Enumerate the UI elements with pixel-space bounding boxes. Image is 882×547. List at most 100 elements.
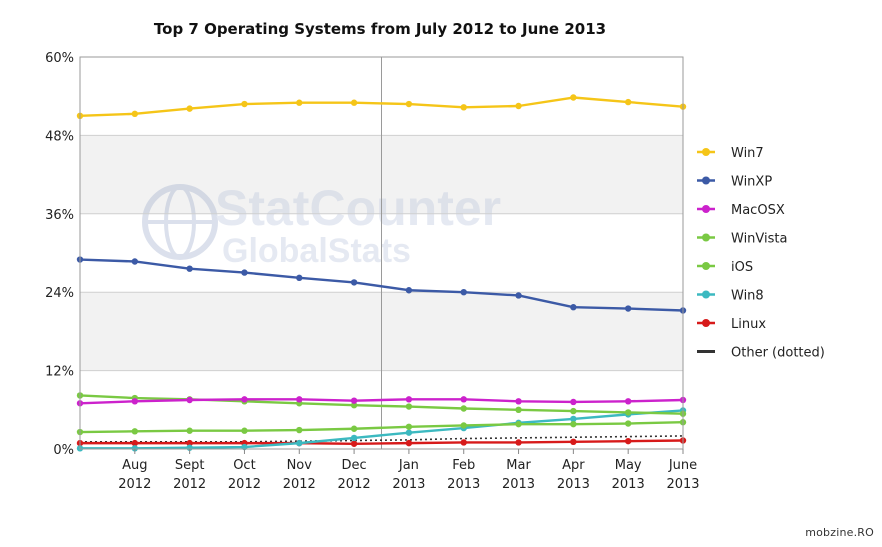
x-tick-month: Feb bbox=[452, 458, 475, 473]
chart-title: Top 7 Operating Systems from July 2012 t… bbox=[154, 20, 606, 38]
x-tick-month: Oct bbox=[233, 458, 255, 473]
globe-meridian bbox=[164, 185, 196, 259]
data-point-macosx bbox=[241, 396, 248, 403]
x-tick-month: Dec bbox=[342, 458, 367, 473]
data-point-win7 bbox=[186, 105, 193, 112]
data-point-win8 bbox=[131, 445, 139, 452]
data-point-win8 bbox=[570, 415, 577, 423]
legend-label: Linux bbox=[731, 317, 766, 332]
y-tick-label: 12% bbox=[45, 365, 74, 380]
y-tick-label: 48% bbox=[45, 129, 74, 144]
x-tick-month: May bbox=[615, 458, 642, 473]
data-point-macosx bbox=[515, 398, 522, 405]
data-point-winxp bbox=[405, 287, 413, 294]
legend-marker bbox=[702, 176, 710, 185]
data-point-linux bbox=[460, 439, 467, 446]
x-tick-year: 2013 bbox=[557, 477, 590, 492]
legend-label: WinVista bbox=[731, 232, 787, 247]
y-tick-label: 36% bbox=[45, 208, 74, 223]
x-tick-year: 2012 bbox=[118, 477, 151, 492]
data-point-win7 bbox=[624, 98, 632, 106]
x-tick-month: Apr bbox=[562, 458, 585, 473]
plot-frame bbox=[79, 56, 684, 450]
legend-label: MacOSX bbox=[731, 203, 785, 218]
data-point-ios bbox=[350, 425, 358, 432]
x-tick-year: 2012 bbox=[228, 477, 261, 492]
legend-marker bbox=[702, 319, 710, 327]
data-point-linux bbox=[570, 438, 577, 446]
data-point-win7 bbox=[460, 104, 467, 111]
data-point-ios bbox=[186, 427, 193, 434]
data-point-linux bbox=[186, 439, 193, 447]
data-point-winxp bbox=[186, 265, 193, 272]
data-point-win8 bbox=[296, 439, 303, 447]
x-tick-year: 2013 bbox=[502, 477, 535, 492]
data-point-linux bbox=[350, 440, 358, 447]
legend-label: Win8 bbox=[731, 289, 764, 304]
watermark-line1: StatCounter bbox=[215, 180, 501, 236]
data-point-winvista bbox=[350, 402, 358, 409]
data-point-winxp bbox=[241, 269, 248, 276]
data-point-macosx bbox=[131, 398, 139, 405]
legend-marker bbox=[702, 233, 710, 242]
data-point-macosx bbox=[570, 398, 577, 406]
x-tick-year: 2012 bbox=[173, 477, 206, 492]
series-line-other-dotted bbox=[80, 435, 684, 443]
x-tick-month: Aug bbox=[122, 458, 147, 473]
legend-marker bbox=[702, 290, 710, 299]
data-point-ios bbox=[405, 423, 413, 430]
series-line-win8 bbox=[80, 409, 684, 450]
x-tick-year: 2013 bbox=[447, 477, 480, 492]
data-point-ios bbox=[296, 426, 303, 434]
series-line-macosx bbox=[79, 398, 684, 405]
data-point-macosx bbox=[460, 396, 467, 403]
data-point-ios bbox=[570, 420, 577, 428]
credit-text: mobzine.RO bbox=[805, 526, 874, 539]
data-point-winvista bbox=[624, 409, 632, 416]
legend-label: Other (dotted) bbox=[731, 346, 825, 361]
data-point-winvista bbox=[460, 405, 467, 412]
series-line-winxp bbox=[79, 258, 684, 312]
data-point-win7 bbox=[515, 102, 522, 110]
data-point-win7 bbox=[131, 110, 139, 118]
data-point-macosx bbox=[296, 396, 303, 403]
axes: 0% 12% 24% 36% 48% 60% Aug 2012 Sept 2012 Oct 2012 N… bbox=[45, 51, 699, 492]
x-tick-year: 2012 bbox=[338, 477, 371, 492]
data-point-macosx bbox=[624, 398, 632, 405]
series-line-linux bbox=[80, 439, 684, 445]
data-point-ios bbox=[241, 427, 248, 434]
x-tick-month: June bbox=[668, 458, 697, 473]
legend-label: iOS bbox=[731, 260, 753, 275]
data-point-win7 bbox=[241, 100, 248, 108]
legend: Win7 WinXP MacOSX WinVista iOS Win8 Linux Other… bbox=[697, 146, 825, 361]
data-point-win7 bbox=[350, 99, 358, 106]
data-point-winxp bbox=[515, 292, 522, 299]
data-point-winxp bbox=[131, 258, 139, 265]
data-point-win8 bbox=[350, 434, 358, 442]
x-tick-month: Jan bbox=[398, 458, 419, 473]
data-point-linux bbox=[515, 439, 522, 446]
x-tick-year: 2013 bbox=[612, 477, 645, 492]
data-point-winxp bbox=[296, 274, 303, 282]
data-point-winxp bbox=[624, 305, 632, 312]
series-line-ios bbox=[79, 421, 684, 434]
y-tick-label: 60% bbox=[45, 51, 74, 66]
data-point-ios bbox=[460, 422, 467, 429]
x-tick-year: 2012 bbox=[283, 477, 316, 492]
x-tick-month: Sept bbox=[175, 458, 205, 473]
data-point-macosx bbox=[405, 396, 413, 403]
data-point-winxp bbox=[460, 289, 467, 296]
y-tick-label: 24% bbox=[45, 286, 74, 301]
legend-label: Win7 bbox=[731, 146, 764, 161]
data-point-winvista bbox=[405, 403, 413, 410]
data-point-win7 bbox=[405, 100, 413, 108]
series-lines bbox=[76, 94, 687, 452]
data-point-linux bbox=[624, 437, 632, 445]
watermark-line2: GlobalStats bbox=[222, 232, 411, 270]
data-point-ios bbox=[131, 428, 139, 435]
statcounter-watermark: StatCounter GlobalStats bbox=[142, 180, 501, 270]
data-point-macosx bbox=[186, 396, 193, 404]
x-tick-month: Mar bbox=[506, 458, 531, 473]
data-point-linux bbox=[131, 439, 139, 447]
